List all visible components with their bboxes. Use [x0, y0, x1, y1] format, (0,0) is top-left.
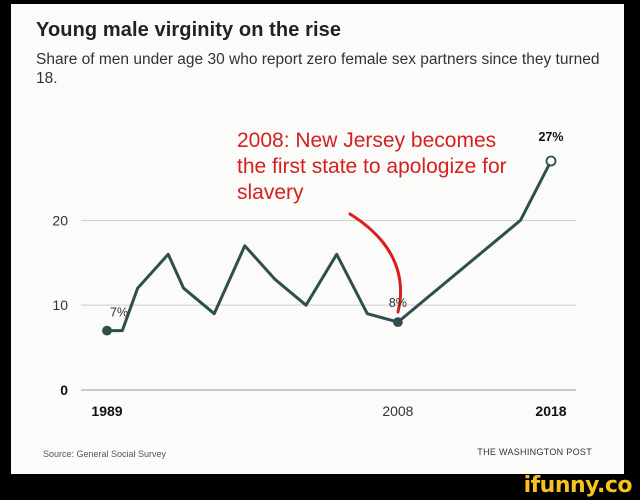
x-tick-label: 2018	[535, 403, 566, 419]
grid-layer	[81, 219, 576, 391]
line-chart: 0 10 20 1989 2008 2018 7% 8% 27%	[52, 130, 576, 419]
data-label: 8%	[389, 296, 407, 310]
data-label: 27%	[538, 130, 563, 144]
chart-title: Young male virginity on the rise	[36, 19, 342, 41]
data-point-marker	[392, 317, 403, 328]
publisher-credit: THE WASHINGTON POST	[477, 447, 592, 457]
annotation-text: 2008: New Jersey becomes the first state…	[237, 129, 507, 204]
watermark-logo: ifunny.co	[523, 473, 633, 498]
source-note: Source: General Social Survey	[43, 449, 167, 459]
y-tick-label: 20	[52, 212, 68, 228]
marker-layer	[102, 155, 557, 336]
series-line	[107, 160, 553, 333]
data-label: 7%	[110, 306, 128, 320]
x-tick-label: 2008	[382, 403, 413, 419]
tick-layer: 0 10 20 1989 2008 2018	[52, 212, 566, 419]
y-tick-label: 10	[52, 297, 68, 313]
annotation-arrow	[348, 212, 403, 314]
data-point-marker	[102, 325, 112, 336]
data-label-layer: 7% 8% 27%	[110, 130, 564, 320]
x-tick-label: 1989	[91, 403, 122, 419]
data-point-marker	[545, 155, 557, 167]
chart-card: Young male virginity on the rise Share o…	[11, 4, 624, 474]
chart-subtitle: Share of men under age 30 who report zer…	[36, 51, 600, 87]
y-tick-label: 0	[60, 382, 68, 398]
